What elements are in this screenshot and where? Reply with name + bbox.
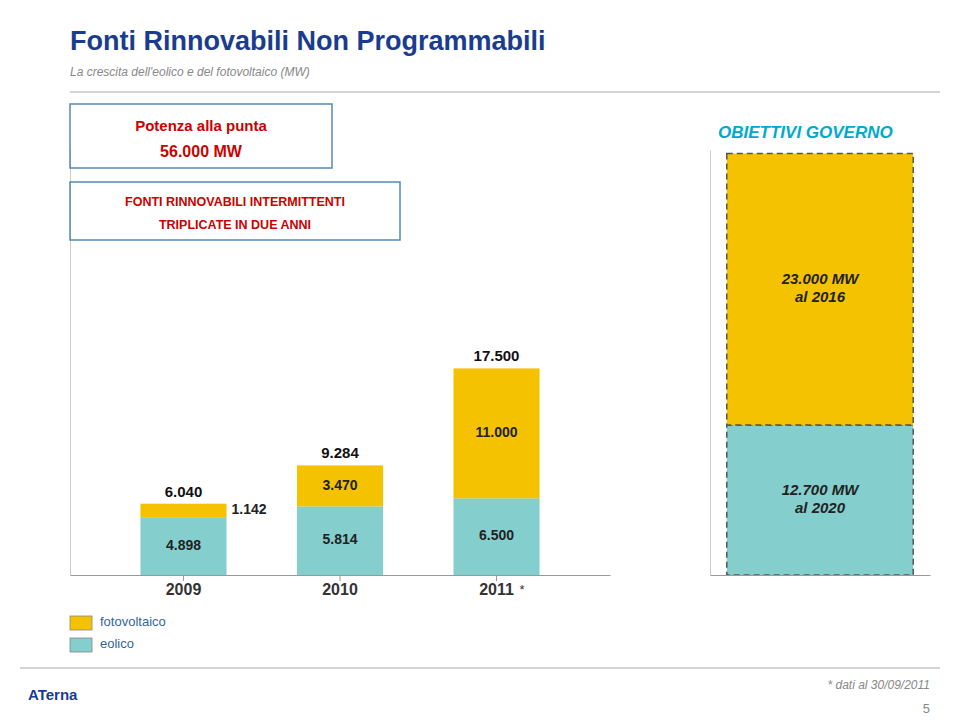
- legend-item: fotovoltaico: [70, 614, 166, 630]
- bar-segment: [140, 504, 226, 517]
- legend-label: fotovoltaico: [100, 614, 166, 629]
- x-axis-line: [711, 575, 931, 576]
- footer-rule: [20, 668, 940, 669]
- logo: ATerna: [28, 686, 78, 703]
- category-note: *: [520, 582, 525, 597]
- data-label: 4.898: [166, 537, 201, 553]
- x-tick: 2011: [479, 575, 514, 598]
- data-label-line: 11.000: [475, 424, 517, 440]
- data-labels: 12.700 MWal 2020 23.000 MWal 2016: [781, 270, 861, 516]
- data-label: 5.814: [322, 531, 357, 547]
- chart-title: OBIETTIVI GOVERNO: [718, 123, 893, 142]
- bar-segment: [727, 154, 913, 426]
- bar-segment: [297, 506, 383, 575]
- x-tick-label: 2009: [166, 581, 202, 598]
- total-label: 17.500: [474, 347, 520, 364]
- footnote: * dati al 30/09/2011: [827, 678, 930, 692]
- data-labels: 4.898 5.814 6.500 1.142 3.470 11.000: [166, 424, 518, 553]
- totals: 6.040 9.284 17.500: [165, 347, 520, 499]
- data-label-line: 4.898: [166, 537, 201, 553]
- annotation-box: [70, 104, 332, 168]
- legend-swatch: [70, 616, 92, 630]
- data-label: 1.142: [232, 501, 267, 517]
- x-tick-mark: [183, 575, 184, 581]
- data-label: 6.500: [479, 527, 514, 543]
- x-tick-label: 2010: [322, 581, 358, 598]
- data-label: 23.000 MWal 2016: [781, 270, 861, 305]
- data-label-line: 23.000 MW: [781, 270, 861, 287]
- annotation-box: [70, 182, 400, 240]
- data-label-line: 3.470: [322, 477, 357, 493]
- bar-segment: [727, 425, 913, 575]
- data-label-line: 5.814: [322, 531, 357, 547]
- header-rule: [70, 92, 940, 93]
- x-tick-mark: [496, 575, 497, 581]
- data-label: 11.000: [475, 424, 517, 440]
- x-tick-label: 2011: [479, 581, 514, 598]
- bars: [727, 154, 913, 575]
- legend-item: eolico: [70, 636, 134, 652]
- x-tick: 2009: [166, 575, 202, 598]
- x-tick: 2010: [322, 575, 358, 598]
- page: Fonti Rinnovabili Non Programmabili La cr…: [0, 0, 960, 725]
- data-label-line: 1.142: [232, 501, 267, 517]
- bar-segment: [453, 498, 539, 575]
- data-label: 3.470: [322, 477, 357, 493]
- annotation: 56.000 MW: [160, 143, 243, 160]
- x-tick-mark: [340, 575, 341, 581]
- total-label: 9.284: [321, 444, 359, 461]
- legend-label: eolico: [100, 636, 134, 651]
- bar-segment: [140, 517, 226, 575]
- data-label-line: al 2016: [795, 288, 846, 305]
- y-axis-line: [710, 151, 711, 576]
- total-label: 6.040: [165, 483, 203, 500]
- data-label-line: 12.700 MW: [782, 481, 861, 498]
- subtitle: La crescita dell'eolico e del fotovoltai…: [70, 65, 310, 79]
- title: Fonti Rinnovabili Non Programmabili: [70, 26, 546, 56]
- annotation: Potenza alla punta: [135, 117, 267, 134]
- data-label: 12.700 MWal 2020: [782, 481, 861, 516]
- x-axis: 2009 2010 2011: [71, 575, 611, 598]
- annotation: FONTI RINNOVABILI INTERMITTENTI: [125, 195, 345, 209]
- bar-segment: [297, 465, 383, 506]
- data-label-line: 6.500: [479, 527, 514, 543]
- legend: fotovoltaico eolico: [70, 614, 166, 652]
- y-axis: [710, 151, 711, 576]
- data-label-line: al 2020: [795, 499, 846, 516]
- bars: [140, 368, 539, 575]
- bar-segment: [453, 368, 539, 498]
- page-number: 5: [923, 701, 930, 716]
- annotation: TRIPLICATE IN DUE ANNI: [159, 218, 311, 232]
- x-axis: [711, 575, 931, 576]
- legend-swatch: [70, 638, 92, 652]
